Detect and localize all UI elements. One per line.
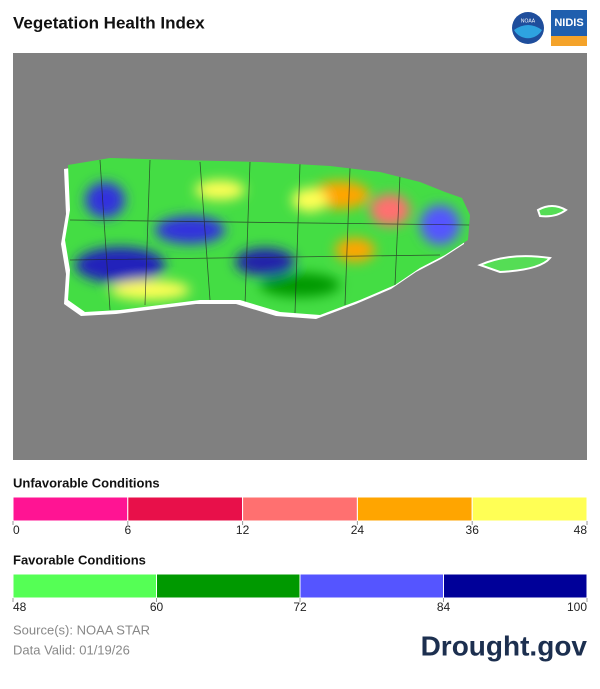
title: Vegetation Health Index — [13, 13, 205, 32]
legend-bin — [12, 496, 129, 522]
legend-bin — [127, 496, 244, 522]
data-valid: Data Valid: 01/19/26 — [13, 642, 130, 657]
legend-title: Unfavorable Conditions — [13, 475, 160, 490]
legend-tick-label: 48 — [13, 600, 27, 614]
nidis-logo: NIDIS — [551, 10, 587, 46]
legend-tick-label: 84 — [437, 600, 451, 614]
legend-tick-label: 0 — [13, 523, 20, 537]
legend-bin — [299, 573, 444, 599]
legend-tick-label: 48 — [574, 523, 588, 537]
noaa-text: NOAA — [521, 18, 536, 24]
legend-bin — [242, 496, 358, 522]
legend-bin — [356, 496, 473, 522]
noaa-logo: NOAA — [512, 12, 544, 44]
legend-tick-label: 6 — [124, 523, 131, 537]
legend-tick-label: 60 — [150, 600, 164, 614]
legend-tick-label: 100 — [567, 600, 587, 614]
map — [13, 53, 587, 460]
legend-title: Favorable Conditions — [13, 552, 146, 567]
legend-tick-label: 72 — [293, 600, 307, 614]
legend-bin — [156, 573, 301, 599]
brand: Drought.gov — [421, 630, 588, 661]
legends: Unfavorable Conditions 0 6 12 24 36 48 Favorabl… — [12, 475, 588, 614]
legend-bin — [443, 573, 588, 599]
legend-bin — [471, 496, 588, 522]
legend-tick-label: 24 — [351, 523, 365, 537]
legend-tick-label: 36 — [466, 523, 480, 537]
legend-tick-label: 12 — [236, 523, 250, 537]
legend-bin — [12, 573, 157, 599]
source: Source(s): NOAA STAR — [13, 622, 150, 637]
nidis-text: NIDIS — [554, 17, 583, 29]
